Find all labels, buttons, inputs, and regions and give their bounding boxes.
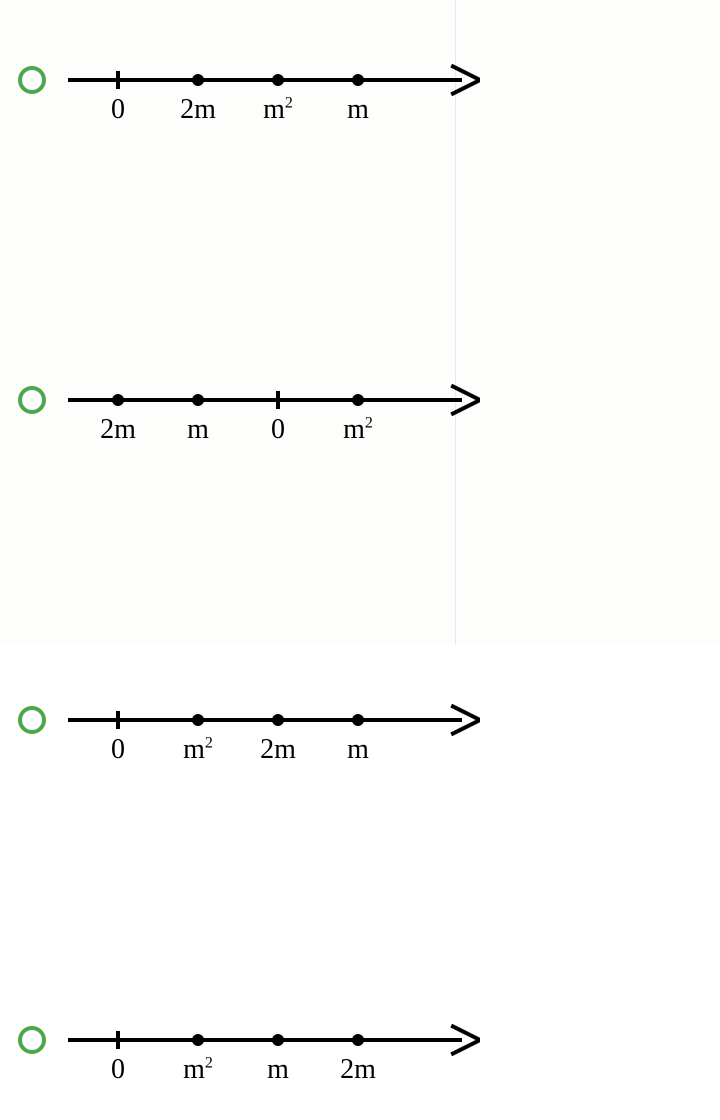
option-b: 2m m 0 m2 <box>0 320 720 480</box>
radio-button[interactable] <box>18 1026 46 1054</box>
option-c: 0 m2 2m m <box>0 640 720 800</box>
point-dot <box>192 74 204 86</box>
mark-label: 0 <box>271 414 285 446</box>
mark-label: 2m <box>180 94 216 126</box>
point-dot <box>272 1034 284 1046</box>
question-options: 02mm2m2mm0m20m22mm0m2m2m <box>0 0 720 644</box>
tick-mark <box>116 71 120 89</box>
mark-label: m <box>347 94 369 126</box>
point-dot <box>272 74 284 86</box>
mark-label: m2 <box>183 734 213 766</box>
point-dot <box>352 1034 364 1046</box>
option-a: 0 2m m2 m <box>0 0 720 160</box>
point-dot <box>192 1034 204 1046</box>
tick-mark <box>276 391 280 409</box>
mark-label: m2 <box>343 414 373 446</box>
radio-button[interactable] <box>18 706 46 734</box>
tick-mark <box>116 1031 120 1049</box>
mark-label: m <box>347 734 369 766</box>
mark-label: 0 <box>111 1054 125 1086</box>
mark-label: 2m <box>260 734 296 766</box>
point-dot <box>272 714 284 726</box>
mark-label: 0 <box>111 94 125 126</box>
mark-label: 2m <box>340 1054 376 1086</box>
option-d: 0 m2 m 2m <box>0 960 720 1120</box>
radio-button[interactable] <box>18 66 46 94</box>
mark-label: m2 <box>183 1054 213 1086</box>
mark-label: 2m <box>100 414 136 446</box>
mark-label: m <box>187 414 209 446</box>
point-dot <box>352 394 364 406</box>
point-dot <box>352 74 364 86</box>
point-dot <box>192 394 204 406</box>
point-dot <box>112 394 124 406</box>
point-dot <box>352 714 364 726</box>
tick-mark <box>116 711 120 729</box>
mark-label: m <box>267 1054 289 1086</box>
mark-label: 0 <box>111 734 125 766</box>
radio-button[interactable] <box>18 386 46 414</box>
point-dot <box>192 714 204 726</box>
mark-label: m2 <box>263 94 293 126</box>
